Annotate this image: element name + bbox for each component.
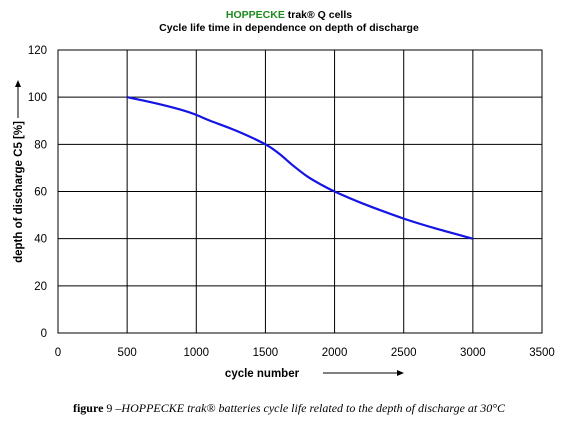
chart-subtitle: Cycle life time in dependence on depth o… [159,22,419,34]
y-tick-labels: 0 20 40 60 80 100 120 [28,45,47,340]
caption-number: 9 – [103,401,122,415]
x-axis-label: cycle number [225,368,300,380]
caption-text: HOPPECKE trak® batteries cycle life rela… [121,401,506,415]
y-tick-label: 60 [34,187,47,199]
x-tick-label: 2000 [322,347,348,359]
y-tick-label: 80 [34,139,47,151]
caption-figure-word: figure [72,401,104,415]
y-tick-label: 20 [34,281,47,293]
product-name: trak® Q cells [284,9,353,21]
chart-title-block: HOPPECKE trak® Q cells Cycle life time i… [0,9,578,35]
x-tick-label: 3500 [529,347,555,359]
x-axis-arrow [323,370,404,376]
x-tick-label: 1500 [253,347,279,359]
plot-frame [57,49,543,334]
grid-lines [57,49,543,334]
series-line [126,96,474,240]
x-tick-label: 2500 [391,347,417,359]
x-tick-labels: 0 500 1000 1500 2000 2500 3000 3500 [55,347,555,359]
figure-caption: figure 9 –HOPPECKE trak® batteries cycle… [0,401,578,416]
y-axis-label: depth of discharge C5 [%] [13,121,25,263]
brand-name: HOPPECKE [225,9,285,21]
x-tick-label: 3000 [460,347,486,359]
y-tick-label: 40 [34,234,47,246]
y-tick-label: 0 [41,328,47,340]
x-tick-label: 1000 [183,347,209,359]
x-tick-label: 0 [55,347,61,359]
y-axis-arrow [15,80,21,118]
x-tick-label: 500 [118,347,137,359]
y-tick-label: 100 [28,92,47,104]
chart-title: HOPPECKE trak® Q cells [0,9,578,22]
y-tick-label: 120 [28,45,47,57]
